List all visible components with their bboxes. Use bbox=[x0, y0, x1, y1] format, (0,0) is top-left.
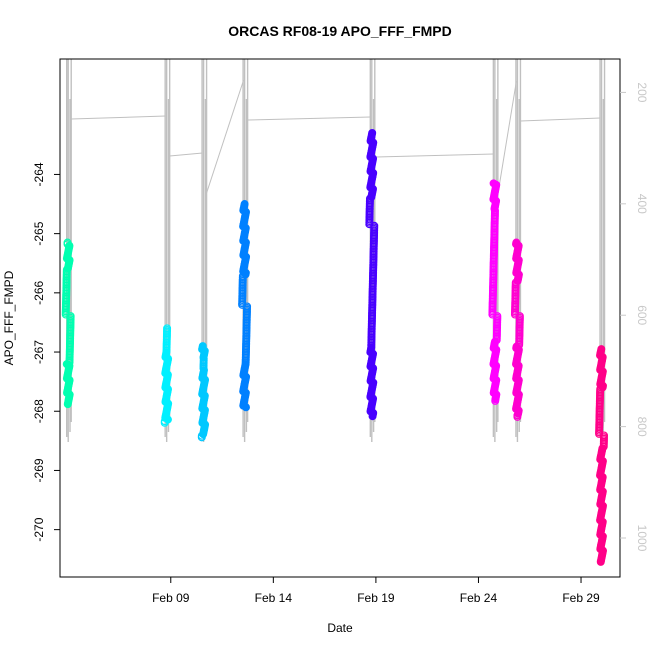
x-tick-label: Feb 24 bbox=[460, 591, 498, 605]
y-tick-label: -269 bbox=[32, 458, 46, 482]
y-tick-label: -267 bbox=[32, 340, 46, 364]
data-point bbox=[160, 418, 169, 427]
y-right-tick-label: 800 bbox=[635, 417, 649, 437]
connector-line bbox=[169, 152, 203, 157]
y-axis: -270 -269 -268 -267 -266 -265 -264 bbox=[32, 162, 60, 542]
x-tick-label: Feb 29 bbox=[562, 591, 600, 605]
y-tick-label: -264 bbox=[32, 162, 46, 186]
data-point bbox=[596, 557, 605, 566]
connector-line bbox=[520, 117, 601, 122]
y-axis-label: APO_FFF_FMPD bbox=[2, 270, 16, 365]
connector-line bbox=[497, 80, 517, 195]
x-axis-label: Date bbox=[327, 621, 353, 635]
y-tick-label: -265 bbox=[32, 221, 46, 245]
x-axis: Feb 09 Feb 14 Feb 19 Feb 24 Feb 29 bbox=[152, 577, 600, 605]
y-right-tick-label: 200 bbox=[635, 82, 649, 102]
data-point bbox=[491, 396, 500, 405]
connector-line bbox=[206, 79, 245, 194]
connector-line bbox=[374, 153, 494, 158]
x-tick-label: Feb 09 bbox=[152, 591, 190, 605]
x-tick-label: Feb 19 bbox=[357, 591, 395, 605]
data-point bbox=[513, 412, 522, 421]
chart-title: ORCAS RF08-19 APO_FFF_FMPD bbox=[228, 23, 452, 39]
y-axis-right: 200 400 600 800 1000 bbox=[620, 82, 649, 552]
y-tick-label: -270 bbox=[32, 517, 46, 541]
data-point bbox=[63, 400, 72, 409]
data-point bbox=[241, 403, 250, 412]
y-right-tick-label: 1000 bbox=[635, 525, 649, 552]
transit-connector-lines bbox=[71, 79, 601, 195]
data-points bbox=[61, 129, 609, 566]
x-tick-label: Feb 14 bbox=[255, 591, 293, 605]
y-right-tick-label: 600 bbox=[635, 305, 649, 325]
connector-line bbox=[247, 116, 371, 121]
y-tick-label: -268 bbox=[32, 399, 46, 423]
connector-line bbox=[71, 115, 166, 120]
y-right-tick-label: 400 bbox=[635, 194, 649, 214]
data-point bbox=[197, 433, 206, 442]
y-tick-label: -266 bbox=[32, 281, 46, 305]
data-point bbox=[368, 412, 377, 421]
plot-frame bbox=[59, 58, 621, 578]
